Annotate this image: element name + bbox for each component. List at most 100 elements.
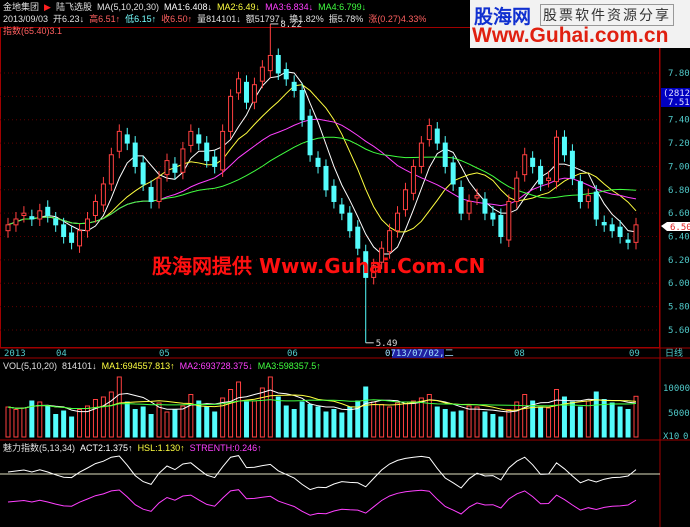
candle-body	[617, 226, 623, 238]
ma-label: MA(5,10,20,30)	[96, 2, 159, 12]
ytick-label: 6.40	[668, 233, 690, 243]
candle	[92, 194, 98, 223]
volume-bar	[363, 386, 369, 438]
candle	[418, 136, 424, 174]
candle	[116, 124, 122, 159]
candle	[140, 155, 146, 191]
candle-body	[212, 156, 218, 167]
candle-body	[633, 224, 639, 243]
volume-bar	[251, 400, 257, 438]
ma2-value: MA2:6.49↓	[217, 2, 261, 12]
candle	[220, 124, 226, 177]
vol-tick-100000: 100000	[663, 384, 690, 394]
cursor-price-box	[661, 88, 690, 107]
ind-act2: ACT2:1.375↑	[80, 443, 133, 453]
strength-line	[7, 489, 637, 516]
ma-line-ma4	[7, 136, 637, 226]
ind-hsl: HSL:1.130↑	[137, 443, 185, 453]
candle	[156, 171, 162, 209]
candle-body	[299, 90, 305, 121]
candle-body	[188, 130, 194, 146]
candle	[387, 223, 393, 259]
candle-body	[251, 84, 257, 103]
watermark-logo: 股海网 股票软件资源分享 Www.Guhai.com.cn	[470, 0, 690, 48]
candle-body	[458, 186, 464, 214]
candle	[323, 159, 329, 197]
candle-body	[379, 247, 385, 263]
volume-bar	[474, 406, 480, 438]
candle-body	[347, 212, 353, 232]
candle	[482, 192, 488, 221]
volume-bar	[124, 401, 130, 438]
candle-body	[53, 218, 59, 226]
candle-body	[180, 148, 186, 173]
candle	[625, 233, 631, 250]
volume-bar	[77, 409, 83, 438]
ma1-value: MA1:6.408↓	[164, 2, 213, 12]
candle	[466, 194, 472, 221]
candle	[13, 211, 19, 232]
candle-body	[84, 218, 90, 232]
volume-bar	[188, 394, 194, 438]
candle	[188, 124, 194, 153]
ytick-label: 7.80	[668, 69, 690, 79]
candle-body	[307, 115, 313, 156]
indicator-panel[interactable]	[0, 455, 660, 516]
ytick-label: 5.80	[668, 303, 690, 313]
volume-bar	[577, 406, 583, 438]
candle	[577, 174, 583, 209]
volume-bar	[45, 405, 51, 438]
volume-bar	[561, 396, 567, 438]
candle-body	[69, 232, 75, 243]
candle-body	[5, 224, 11, 232]
candle	[474, 188, 480, 205]
candle	[363, 244, 369, 343]
volume-bar	[212, 411, 218, 438]
candle	[355, 220, 361, 256]
candle	[426, 118, 432, 147]
volume-bar	[140, 406, 146, 438]
candle-body	[625, 239, 631, 243]
ma3-value: MA3:6.834↓	[265, 2, 314, 12]
volume-bar	[379, 404, 385, 438]
price-panel[interactable]: 8.22 5.49	[0, 20, 660, 349]
candle-body	[569, 150, 575, 179]
candle-body	[609, 224, 615, 232]
volume-bar	[434, 406, 440, 438]
candle-body	[363, 251, 369, 278]
play-icon[interactable]: ▶	[44, 2, 51, 12]
candle	[514, 171, 520, 209]
volume-panel[interactable]	[5, 376, 639, 438]
candle	[267, 23, 273, 78]
candle	[53, 211, 59, 232]
watermark-brand: 股海网	[474, 6, 532, 28]
volume-bar	[267, 376, 273, 438]
volume-bar	[554, 389, 560, 438]
candle	[164, 153, 170, 182]
candle	[315, 151, 321, 174]
volume-bar	[204, 406, 210, 438]
volume-bar	[132, 409, 138, 438]
volume-bar	[633, 395, 639, 438]
annotation-label: 5.49	[376, 339, 398, 349]
candle	[132, 136, 138, 174]
volume-bar	[323, 411, 329, 438]
candle-body	[116, 130, 122, 152]
candle-body	[530, 157, 536, 167]
ytick-label: 6.60	[668, 209, 690, 219]
volume-bar	[5, 406, 11, 438]
header-row-2: 2013/09/03 开6.23↓ 高6.51↑ 低6.15↑ 收6.50↑ 量…	[3, 13, 465, 37]
volume-bar	[347, 406, 353, 438]
header-row-1: 金地集团 ▶ 陆飞选股 MA(5,10,20,30) MA1:6.408↓ MA…	[3, 1, 465, 13]
candle	[84, 211, 90, 238]
vol-ma1: MA1:694557.813↑	[101, 361, 175, 371]
volume-bar	[275, 396, 281, 438]
ytick-label: 7.20	[668, 139, 690, 149]
candle-body	[13, 218, 19, 226]
period-label[interactable]: 日线	[665, 347, 683, 359]
candle-body	[387, 230, 393, 253]
candle	[371, 258, 377, 285]
candle-body	[291, 81, 297, 92]
volume-bar	[442, 409, 448, 438]
